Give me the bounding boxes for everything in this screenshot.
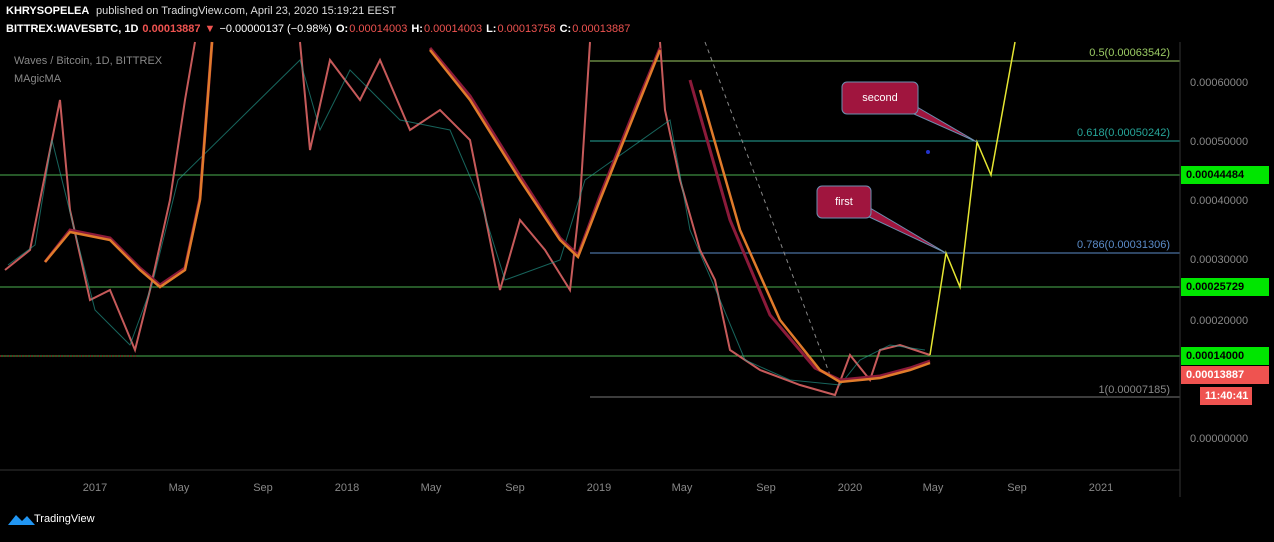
symbol: BITTREX:WAVESBTC, 1D: [6, 23, 138, 35]
y-tick-label: 0.00060000: [1190, 77, 1248, 89]
ma-line: [428, 47, 662, 258]
ohlc-value: 0.00014003: [424, 23, 482, 35]
x-tick-label: May: [672, 482, 693, 494]
footer-brand: TradingView: [34, 513, 95, 525]
price-tag-label: 11:40:41: [1205, 390, 1248, 402]
y-tick-label: 0.00050000: [1190, 136, 1248, 148]
price-tag-label: 0.00025729: [1186, 281, 1244, 293]
price-line: [7, 59, 926, 386]
fib-label: 0.5(0.00063542): [1089, 47, 1170, 59]
marker: [926, 150, 930, 154]
ohlc-value: 0.00014003: [349, 23, 407, 35]
published: published on TradingView.com, April 23, …: [96, 5, 396, 17]
ma-line: [44, 41, 214, 289]
price-tag: [1181, 166, 1269, 184]
legend-title: Waves / Bitcoin, 1D, BITTREX: [14, 55, 163, 67]
ohlc-key: H:: [411, 23, 423, 35]
price-tag: [1181, 278, 1269, 296]
x-tick-label: May: [169, 482, 190, 494]
plot: [0, 41, 1180, 398]
ohlc-key: L:: [486, 23, 496, 35]
ohlc-value: 0.00013758: [497, 23, 555, 35]
ma-line: [429, 49, 662, 260]
x-tick-label: Sep: [756, 482, 776, 494]
author: KHRYSOPELEA: [6, 5, 89, 17]
price-line: [299, 41, 591, 293]
y-tick-label: 0.00030000: [1190, 254, 1248, 266]
price-line: [4, 41, 196, 354]
ohlc-key: C:: [560, 23, 572, 35]
fib-label: 1(0.00007185): [1098, 384, 1170, 396]
fib-label: 0.786(0.00031306): [1077, 239, 1170, 251]
logo: [8, 515, 35, 525]
callout-box: [841, 81, 919, 115]
x-tick-label: May: [421, 482, 442, 494]
x-tick-label: 2020: [838, 482, 862, 494]
ma-line: [698, 89, 931, 384]
x-tick-label: 2019: [587, 482, 611, 494]
x-tick-label: 2018: [335, 482, 359, 494]
projection-line: [929, 41, 1016, 356]
x-tick-label: Sep: [505, 482, 525, 494]
change: −0.00000137 (−0.98%): [219, 23, 332, 35]
callout-text: first: [835, 196, 853, 208]
price-tag-label: 0.00014000: [1186, 350, 1244, 362]
x-tick-label: Sep: [253, 482, 273, 494]
price-tag: [1181, 347, 1269, 365]
price-tag: [1181, 366, 1269, 384]
trend-line: [704, 41, 831, 376]
price-tag: [1200, 387, 1252, 405]
x-tick-label: Sep: [1007, 482, 1027, 494]
y-tick-label: 0.00040000: [1190, 195, 1248, 207]
ohlc-value: 0.00013887: [572, 23, 630, 35]
change-arrow: ▼: [205, 23, 216, 35]
price-tag-label: 0.00013887: [1186, 369, 1244, 381]
callout-text: second: [862, 92, 897, 104]
x-tick-label: May: [923, 482, 944, 494]
x-tick-label: 2021: [1089, 482, 1113, 494]
y-tick-label: 0.00020000: [1190, 315, 1248, 327]
x-tick-label: 2017: [83, 482, 107, 494]
price-tag-label: 0.00044484: [1186, 169, 1245, 181]
ohlc-key: O:: [336, 23, 348, 35]
legend-indicator: MAgicMA: [14, 73, 62, 85]
callout-box: [816, 185, 872, 219]
y-tick-label: 0.00000000: [1190, 433, 1248, 445]
last-price: 0.00013887: [142, 23, 200, 35]
fib-label: 0.618(0.00050242): [1077, 127, 1170, 139]
